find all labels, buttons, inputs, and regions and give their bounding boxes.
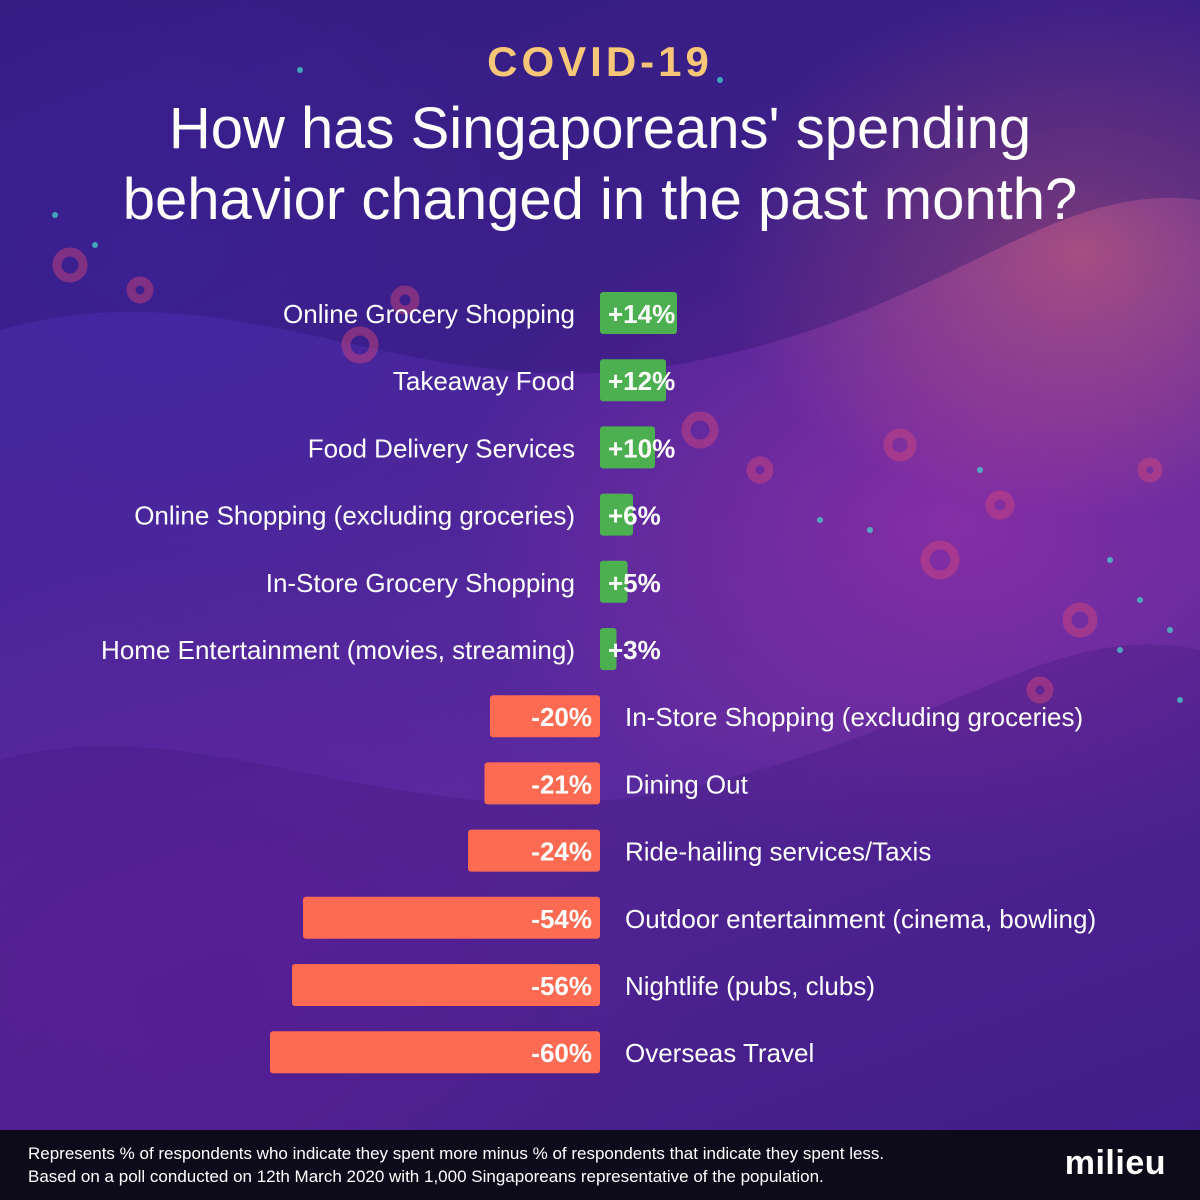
bar-value-label: -21%: [531, 769, 592, 799]
ring: [52, 247, 88, 283]
chart-title-line-2: behavior changed in the past month?: [123, 167, 1077, 232]
bar-7: [490, 695, 600, 738]
ring: [1062, 602, 1098, 638]
bar-value-label: +12%: [608, 366, 675, 396]
ring: [746, 456, 774, 484]
footer-notes: Represents % of respondents who indicate…: [28, 1142, 884, 1188]
category-label: In-Store Shopping (excluding groceries): [625, 702, 1083, 732]
background-wave: [0, 644, 1200, 1130]
bar-9: [468, 829, 600, 872]
bar-12: [270, 1031, 600, 1074]
bar-value-label: -24%: [531, 837, 592, 867]
category-label: Online Grocery Shopping: [283, 299, 575, 329]
chart-kicker: COVID-19: [487, 38, 713, 85]
bar-value-label: +3%: [608, 635, 661, 665]
bar-value-label: -60%: [531, 1038, 592, 1068]
category-label: In-Store Grocery Shopping: [266, 568, 575, 598]
dot: [1177, 697, 1183, 703]
dot: [717, 77, 723, 83]
bar-2: [600, 359, 666, 402]
dot: [297, 67, 303, 73]
ring: [883, 428, 917, 462]
bar-value-label: -56%: [531, 971, 592, 1001]
bar-4: [600, 493, 633, 536]
ring: [1137, 457, 1163, 483]
bar-value-label: +10%: [608, 433, 675, 463]
bar-value-label: -20%: [531, 702, 592, 732]
bar-value-label: +14%: [608, 299, 675, 329]
bar-10: [303, 896, 600, 939]
category-label: Takeaway Food: [393, 366, 575, 396]
spending-change-chart: COVID-19 How has Singaporeans' spending …: [101, 38, 1096, 1074]
bar-value-label: -54%: [531, 904, 592, 934]
dot: [1167, 627, 1173, 633]
bar-8: [484, 762, 600, 805]
background-wave: [0, 0, 1200, 374]
dot: [52, 212, 58, 218]
milieu-logo: milieu: [1064, 1144, 1166, 1182]
dot: [92, 242, 98, 248]
category-label: Home Entertainment (movies, streaming): [101, 635, 575, 665]
category-label: Overseas Travel: [625, 1038, 814, 1068]
footer-note-line-2: Based on a poll conducted on 12th March …: [28, 1167, 824, 1186]
category-label: Online Shopping (excluding groceries): [134, 501, 575, 531]
category-label: Outdoor entertainment (cinema, bowling): [625, 904, 1096, 934]
background-dots: [52, 67, 1183, 703]
ring: [390, 285, 420, 315]
footer: Represents % of respondents who indicate…: [0, 1130, 1200, 1200]
dot: [1117, 647, 1123, 653]
ring: [920, 540, 960, 580]
ring: [1026, 676, 1054, 704]
bars-layer: +14% Online Grocery Shopping +12% Takeaway …: [101, 292, 1096, 1074]
category-label: Nightlife (pubs, clubs): [625, 971, 875, 1001]
category-label: Ride-hailing services/Taxis: [625, 837, 931, 867]
bar-3: [600, 426, 655, 469]
dot: [1137, 597, 1143, 603]
bar-5: [600, 560, 628, 603]
bar-11: [292, 964, 600, 1006]
footer-note-line-1: Represents % of respondents who indicate…: [28, 1144, 885, 1163]
category-label: Dining Out: [625, 769, 749, 799]
category-label: Food Delivery Services: [308, 433, 575, 463]
ring: [681, 411, 719, 449]
bar-value-label: +6%: [608, 501, 661, 531]
background-rings: [52, 247, 1163, 704]
bar-6: [600, 628, 617, 670]
ring: [126, 276, 154, 304]
dot: [1107, 557, 1113, 563]
ring: [985, 490, 1015, 520]
ring: [341, 326, 379, 364]
bar-1: [600, 292, 677, 334]
chart-title-line-1: How has Singaporeans' spending: [169, 96, 1031, 161]
bar-value-label: +5%: [608, 568, 661, 598]
dot: [957, 137, 963, 143]
dot: [977, 467, 983, 473]
dot: [817, 517, 823, 523]
dot: [867, 527, 873, 533]
